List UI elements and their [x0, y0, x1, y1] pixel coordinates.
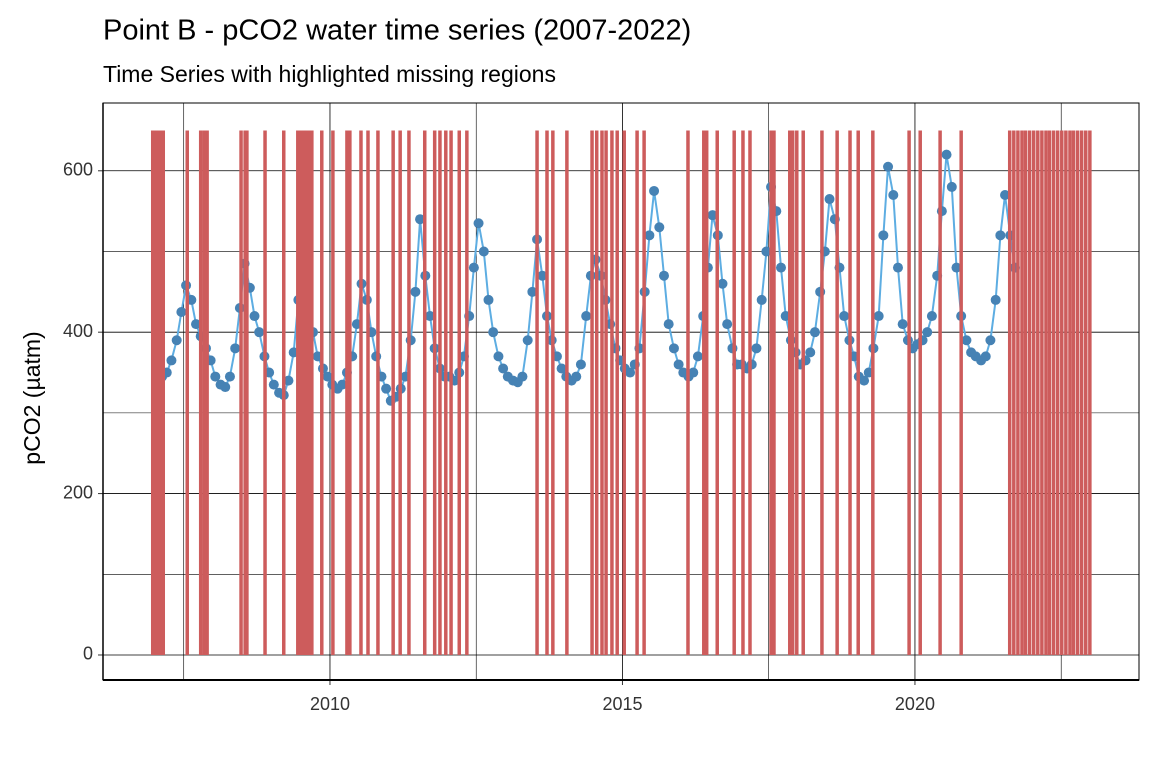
data-point	[268, 379, 279, 390]
x-tick-label: 2015	[602, 694, 642, 714]
data-point	[761, 246, 772, 257]
data-point	[688, 367, 699, 378]
data-point	[322, 371, 333, 382]
data-point	[220, 382, 231, 393]
data-point	[897, 319, 908, 330]
y-tick-label: 0	[83, 644, 93, 664]
data-point	[756, 294, 767, 305]
x-tick-label: 2010	[310, 694, 350, 714]
data-point	[692, 351, 703, 362]
data-point	[649, 185, 660, 196]
data-point	[658, 270, 669, 281]
data-point	[654, 222, 665, 233]
data-point	[473, 218, 484, 229]
chart-subtitle: Time Series with highlighted missing reg…	[103, 61, 556, 87]
data-point	[673, 359, 684, 370]
data-point	[483, 294, 494, 305]
panel-border	[102, 102, 1140, 681]
data-point	[922, 327, 933, 338]
data-point	[176, 307, 187, 318]
data-point	[1000, 189, 1011, 200]
y-tick-label: 600	[63, 160, 93, 180]
x-tick-label: 2020	[895, 694, 935, 714]
data-point	[888, 189, 899, 200]
data-point	[824, 194, 835, 205]
data-point	[488, 327, 499, 338]
data-point	[493, 351, 504, 362]
data-point	[166, 355, 177, 366]
data-point	[625, 367, 636, 378]
data-point	[717, 278, 728, 289]
data-point	[254, 327, 265, 338]
data-point	[171, 335, 182, 346]
data-point	[805, 347, 816, 358]
data-point	[381, 383, 392, 394]
data-point	[809, 327, 820, 338]
data-point	[581, 311, 592, 322]
data-point	[498, 363, 509, 374]
data-point	[873, 311, 884, 322]
axes: 0 200 400 600 2010 2015 2020	[63, 103, 1139, 714]
data-point	[946, 181, 957, 192]
data-point	[571, 371, 582, 382]
data-point	[537, 270, 548, 281]
y-tick-label: 400	[63, 321, 93, 341]
data-point	[668, 343, 679, 354]
data-point	[892, 262, 903, 273]
y-axis-label: pCO2 (µatm)	[19, 331, 45, 464]
data-point	[468, 262, 479, 273]
grid	[102, 102, 1140, 681]
data-point	[883, 161, 894, 172]
data-point	[839, 311, 850, 322]
data-point	[878, 230, 889, 241]
data-point	[210, 371, 221, 382]
data-point	[415, 214, 426, 225]
data-point	[707, 210, 718, 221]
data-point	[990, 294, 1001, 305]
data-point	[985, 335, 996, 346]
data-point	[926, 311, 937, 322]
data-point	[517, 371, 528, 382]
data-point	[859, 375, 870, 386]
data-point	[556, 363, 567, 374]
data-point	[410, 286, 421, 297]
data-point	[722, 319, 733, 330]
data-point	[995, 230, 1006, 241]
data-point	[249, 311, 260, 322]
data-point	[980, 351, 991, 362]
data-point	[425, 311, 436, 322]
data-point	[478, 246, 489, 257]
data-point	[224, 371, 235, 382]
data-point	[191, 319, 202, 330]
data-point	[775, 262, 786, 273]
data-point	[961, 335, 972, 346]
data-point	[337, 379, 348, 390]
y-tick-label: 200	[63, 482, 93, 502]
data-point	[230, 343, 241, 354]
data-point	[751, 343, 762, 354]
data-point	[941, 149, 952, 160]
data-point	[663, 319, 674, 330]
data-point	[575, 359, 586, 370]
data-point	[644, 230, 655, 241]
chart-title: Point B - pCO2 water time series (2007-2…	[103, 15, 691, 47]
data-point	[522, 335, 533, 346]
data-point	[283, 375, 294, 386]
data-point	[527, 286, 538, 297]
data-point	[951, 262, 962, 273]
plot-marks	[150, 130, 1092, 655]
